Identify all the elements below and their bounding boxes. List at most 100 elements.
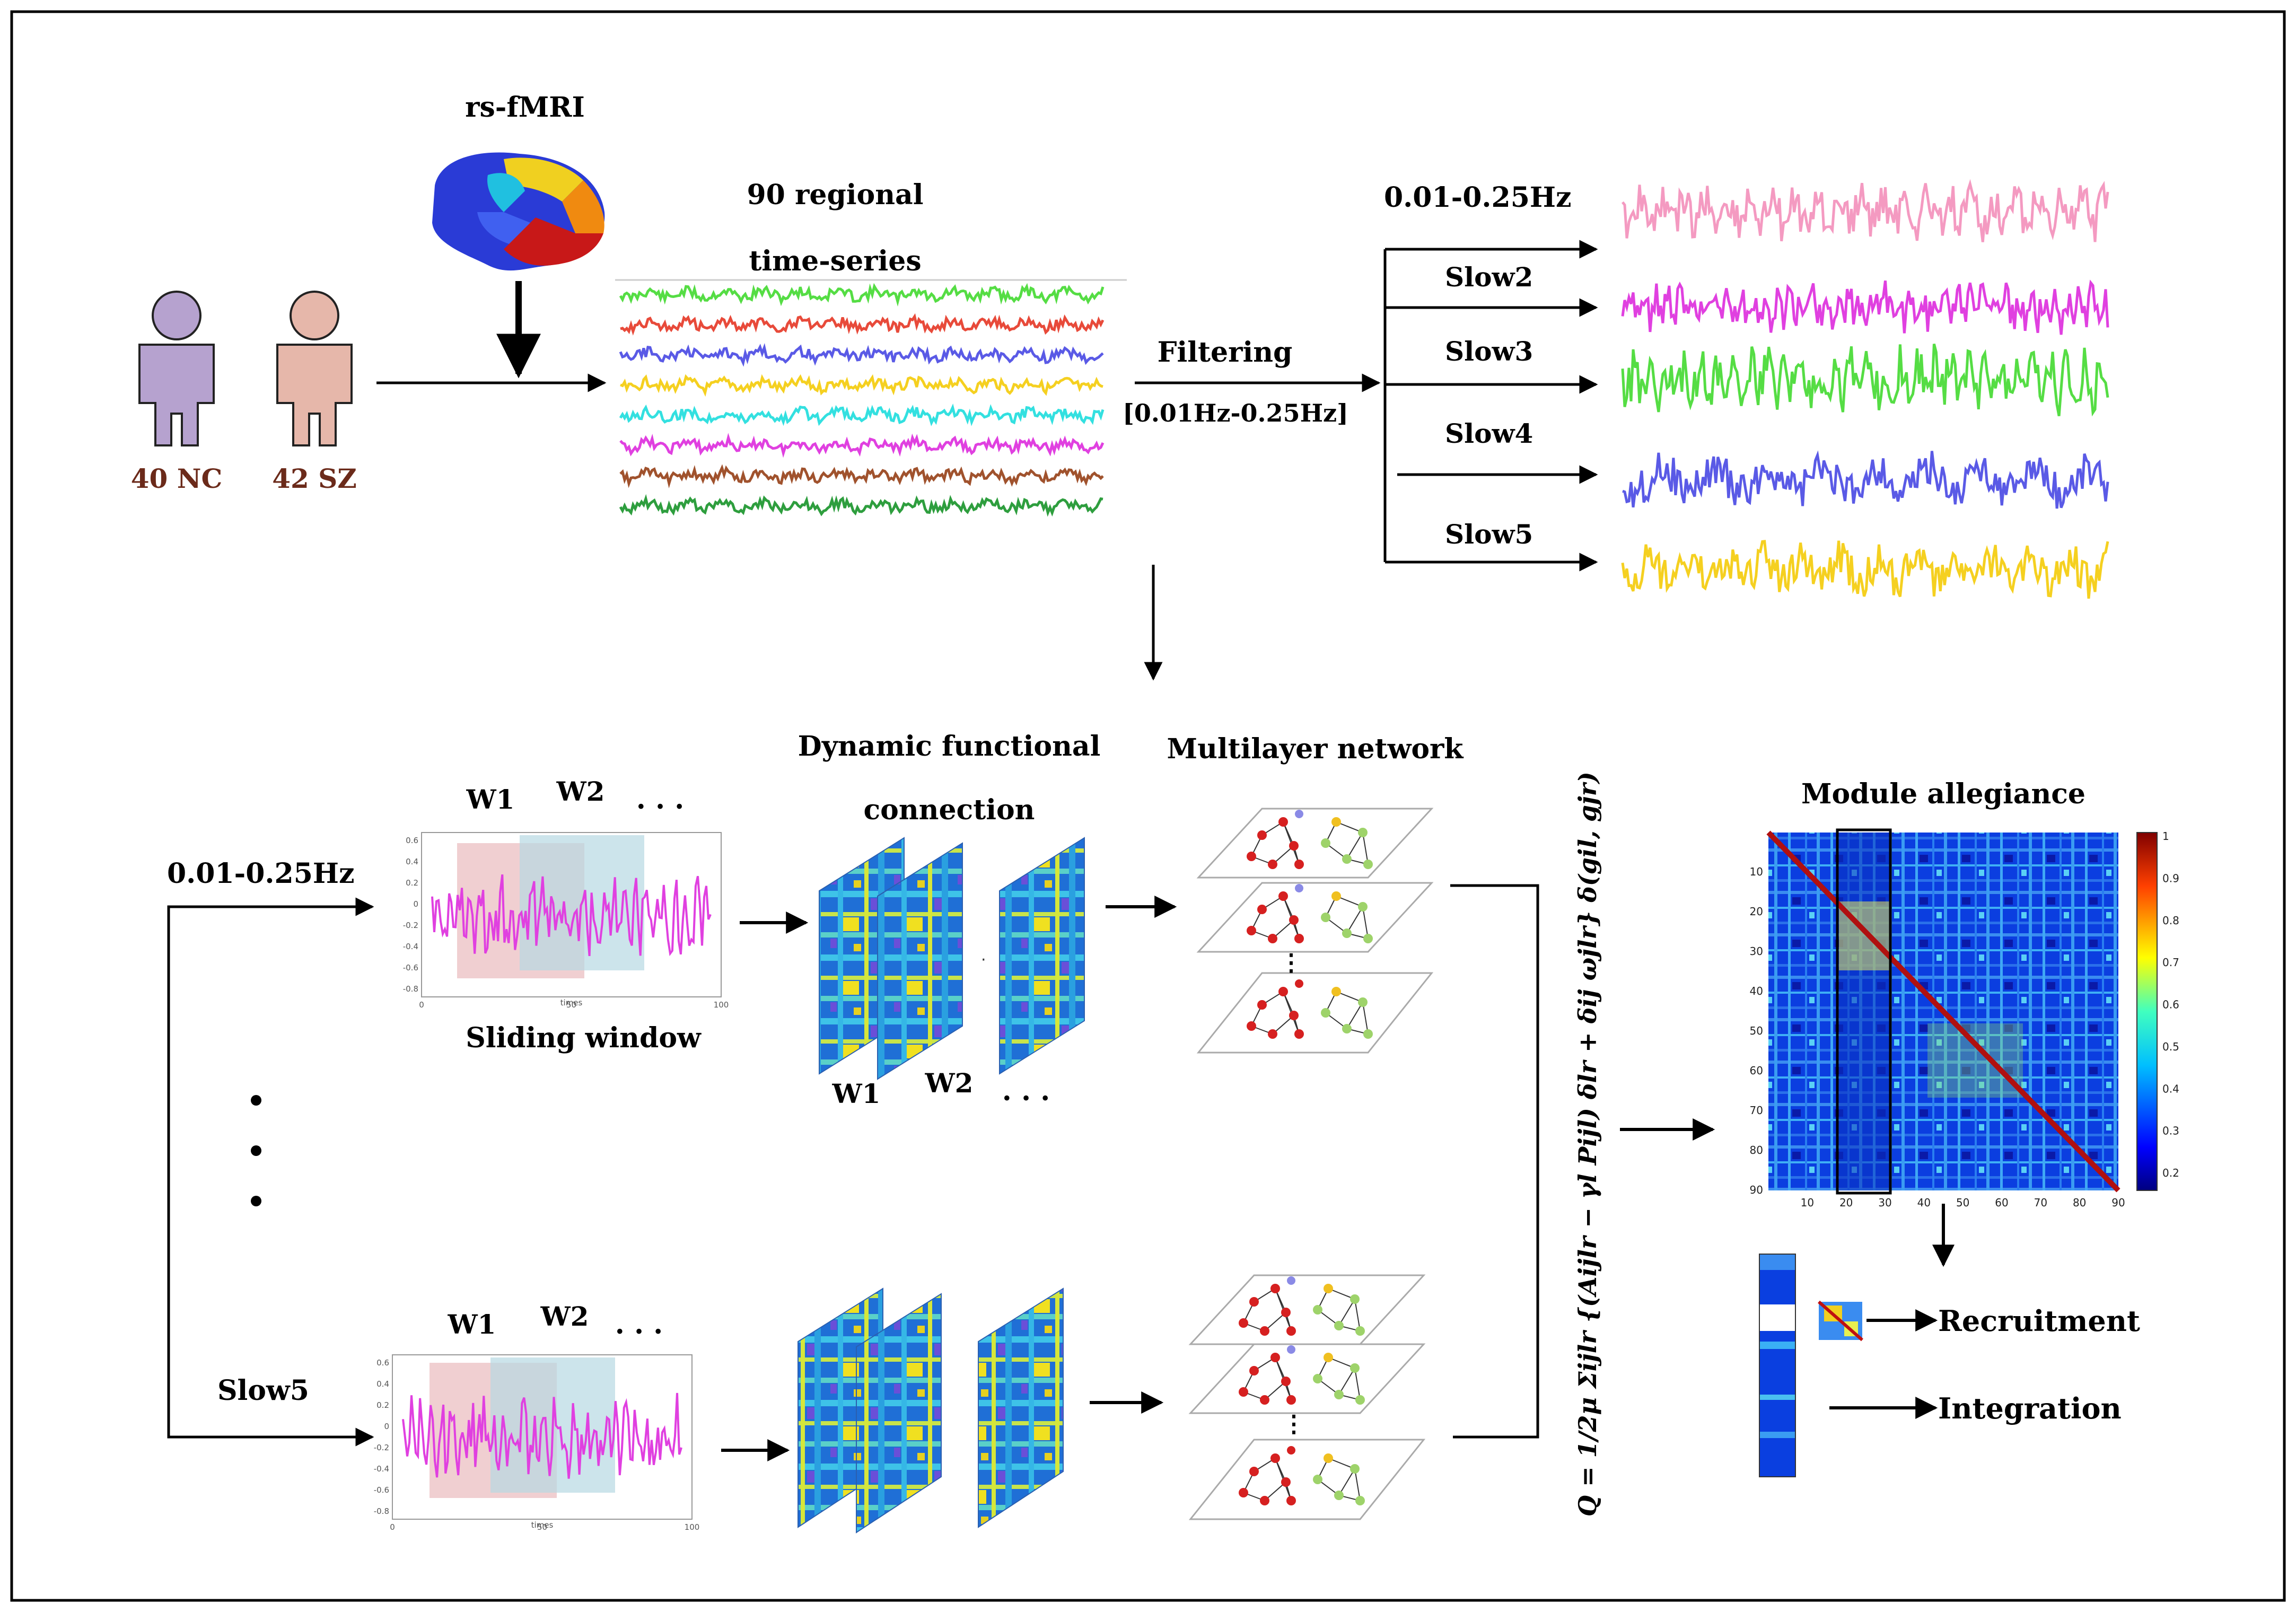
figure-border: [10, 10, 2286, 1602]
ml-bottom-layer2-node: [1281, 1377, 1291, 1386]
allegiance-strip: [1759, 1254, 1796, 1477]
ml-bottom-layer3-node: [1270, 1453, 1280, 1463]
left-bracket: [167, 905, 371, 1439]
ml-bottom-layer2-node: [1350, 1363, 1360, 1373]
ml-bottom-layer1-node: [1260, 1326, 1269, 1336]
sliding-plot-top: [421, 832, 722, 997]
band-series-1: [1622, 179, 2109, 242]
ml-bottom-layer3-node: [1286, 1496, 1296, 1505]
ml-top-layer1-node: [1257, 830, 1267, 840]
ml-top-layer2-node: [1363, 934, 1373, 943]
ml-top-layer3-plane: [1196, 972, 1434, 1054]
ml-top-layer2-node: [1247, 926, 1256, 935]
ml-bottom-layer2-node: [1260, 1395, 1269, 1405]
ml-bottom-layer2-node: [1239, 1387, 1248, 1397]
sliding-band-top: 0.01-0.25Hz: [167, 857, 355, 890]
dfc-stack-bottom: [798, 1287, 1064, 1534]
band-series-3: [1621, 343, 2109, 417]
ma-x-tick: 80: [2073, 1196, 2086, 1209]
rsfmri-label: rs-fMRI: [465, 91, 585, 124]
ml-bottom-layer2-edge: [1354, 1368, 1361, 1400]
ml-dots-top: ⋮: [1280, 949, 1303, 976]
ml-top-layer1-node: [1363, 860, 1373, 869]
regional-series-6: [619, 433, 1105, 458]
sliding-y-tick-top: -0.2: [403, 921, 418, 930]
sliding-x-tick-top: 0: [419, 1000, 424, 1010]
band-series-2: [1621, 279, 2109, 335]
band-series-group: [1621, 179, 2109, 599]
ml-top-layer2-edge: [1362, 906, 1369, 939]
regional-series-3: [619, 343, 1104, 367]
ma-y-tick: 60: [1750, 1064, 1763, 1077]
ma-y-tick: 90: [1750, 1184, 1763, 1196]
ma-y-tick: 30: [1750, 945, 1763, 958]
ml-top-layer2-node: [1289, 915, 1299, 925]
vertical-dot-3: [251, 1196, 261, 1206]
ma-y-tick: 10: [1750, 865, 1763, 878]
ml-top-layer2-node: [1358, 902, 1368, 912]
brain-icon: [432, 152, 605, 271]
nc-label: 40 NC: [131, 463, 223, 494]
ml-bottom-layer2-node: [1324, 1353, 1333, 1362]
ma-colorbar-tick: 0.5: [2162, 1040, 2179, 1053]
band-label-3: Slow3: [1445, 336, 1533, 367]
ma-y-tick: 50: [1750, 1024, 1763, 1037]
ml-top-layer2-node: [1257, 905, 1267, 914]
sliding-axis-label-top: times: [560, 998, 583, 1008]
ml-top-layer1-plane: [1196, 808, 1434, 879]
regional-series-4: [620, 374, 1103, 397]
sliding-ellipsis-top: . . .: [636, 783, 685, 816]
integration-label: Integration: [1938, 1391, 2122, 1425]
ma-title: Module allegiance: [1801, 778, 2085, 810]
sliding-x-tick-top: 50: [566, 1000, 576, 1010]
ml-bottom-layer1-node: [1313, 1305, 1322, 1315]
ml-top-layer1-edge: [1362, 832, 1369, 865]
vertical-dot-2: [251, 1145, 261, 1156]
ml-top-layer1-node: [1268, 860, 1277, 869]
ml-bottom-layer2-node: [1287, 1345, 1295, 1354]
regional-title-line1: 90 regional: [747, 179, 924, 211]
ml-bottom-layer1-node: [1350, 1294, 1360, 1304]
multilayer-network-bottom: [1188, 1274, 1426, 1520]
ml-top-layer1-node: [1247, 852, 1256, 861]
ml-top-layer3-node: [1331, 987, 1341, 996]
sliding-y-tick-top: 0.2: [406, 878, 418, 888]
ml-bottom-layer1-node: [1249, 1297, 1259, 1307]
ml-top-layer2-node: [1268, 934, 1277, 943]
ml-top-layer1-node: [1342, 854, 1352, 864]
ml-dots-bottom: ⋮: [1282, 1410, 1305, 1438]
ml-bottom-layer2-plane: [1188, 1343, 1426, 1414]
ml-bottom-layer3-node: [1313, 1475, 1322, 1484]
ml-bottom-layer3-node: [1334, 1491, 1344, 1500]
dfc-title-line1: Dynamic functional: [798, 730, 1101, 763]
sliding-series-top: [431, 874, 712, 957]
ml-top-layer2-node: [1278, 891, 1288, 901]
filtering-label: Filtering: [1158, 336, 1293, 369]
ma-colorbar-tick: 0.2: [2162, 1167, 2179, 1179]
filtering-range: [0.01Hz-0.25Hz]: [1123, 399, 1348, 427]
ml-top-layer1-node: [1294, 860, 1304, 869]
sliding-w2-top: W2: [556, 776, 605, 807]
ma-x-tick: 50: [1956, 1196, 1969, 1209]
ml-bottom-layer3-node: [1350, 1464, 1360, 1474]
modularity-formula: Q = 1/2μ Σijlr {(Aijlr − γl Pijl) δlr + …: [1573, 772, 1602, 1517]
sliding-x-tick-top: 100: [714, 1000, 729, 1010]
dfc-w2: W2: [925, 1067, 974, 1099]
ml-bottom-layer1-edge: [1354, 1299, 1361, 1331]
nc-person-icon: [138, 291, 215, 446]
band-label-5: Slow5: [1445, 519, 1533, 550]
ma-colorbar-tick: 0.9: [2162, 872, 2179, 884]
regional-series-8: [619, 494, 1103, 517]
sliding-x-tick-bottom: 100: [685, 1522, 700, 1532]
ml-bottom-layer3-plane: [1188, 1439, 1426, 1520]
band-label-1: 0.01-0.25Hz: [1384, 181, 1572, 214]
ml-top-layer1-node: [1278, 817, 1288, 827]
band-series-5: [1621, 540, 2109, 599]
ml-bottom-layer1-node: [1239, 1318, 1248, 1328]
sliding-y-tick-top: 0.4: [406, 857, 418, 866]
ml-top-layer1-edge: [1346, 832, 1363, 860]
sliding-x-tick-bottom: 50: [537, 1522, 547, 1532]
ml-bottom-layer3-node: [1324, 1453, 1333, 1463]
dfc-stack-top: ·: [819, 837, 1085, 1080]
ml-bottom-layer3-node: [1260, 1496, 1269, 1505]
